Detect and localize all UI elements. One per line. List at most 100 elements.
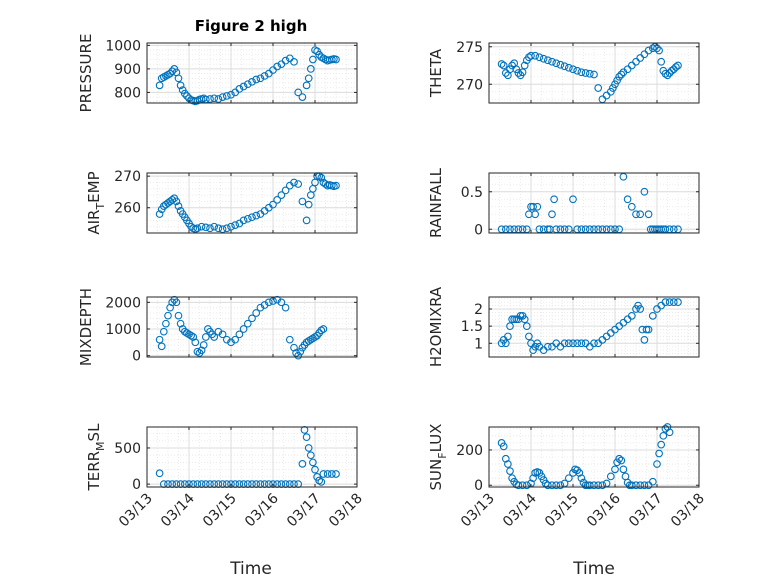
data-point: [632, 57, 640, 66]
data-point: [281, 56, 290, 65]
data-point: [210, 94, 219, 103]
axes-box: [146, 426, 358, 488]
data-point: [602, 91, 611, 100]
data-point: [669, 298, 678, 306]
y-tick-label: 0: [474, 478, 483, 494]
data-point: [197, 222, 206, 231]
data-point: [260, 72, 269, 80]
subplot-h2omixra: 11.52 H2OMIXRA: [427, 286, 700, 367]
x-axis-label-left: Time: [229, 559, 272, 579]
data-point: [657, 440, 666, 449]
x-axis-label-right: Time: [572, 559, 615, 579]
data-point: [499, 61, 508, 70]
data-point: [611, 465, 619, 474]
data-point: [569, 339, 577, 348]
data-point: [193, 347, 202, 356]
data-point: [159, 327, 168, 336]
x-tick-label: 03/13: [458, 491, 498, 531]
data-point: [665, 69, 674, 77]
data-point: [648, 312, 657, 320]
x-tick-label: 03/16: [584, 490, 624, 530]
data-point: [256, 74, 265, 83]
y-tick-label: 270: [114, 169, 141, 185]
data-point: [210, 222, 219, 231]
data-point: [187, 331, 195, 340]
x-tick-label: 03/17: [284, 491, 324, 531]
data-point: [550, 195, 558, 204]
data-point: [501, 339, 510, 348]
data-point: [174, 202, 183, 211]
data-point: [239, 216, 248, 225]
data-point: [201, 333, 210, 341]
data-point: [627, 61, 636, 70]
data-point: [636, 210, 645, 219]
data-point: [581, 481, 590, 490]
data-point: [623, 195, 632, 204]
data-point: [522, 481, 531, 490]
data-point: [613, 76, 621, 85]
data-point: [543, 56, 552, 65]
y-axis-label: RAINFALL: [427, 167, 445, 238]
data-point: [222, 92, 231, 100]
data-point: [193, 224, 202, 233]
data-point: [525, 332, 533, 341]
y-tick-label: 900: [114, 62, 141, 78]
y-axis-label: PRESSURE: [77, 34, 95, 113]
data-point: [627, 312, 636, 320]
data-point: [315, 476, 324, 485]
data-point: [285, 335, 294, 344]
data-point: [298, 460, 307, 468]
data-point: [514, 481, 523, 490]
data-point: [585, 481, 594, 490]
figure-title: Figure 2 high: [195, 17, 308, 35]
y-tick-label: 1.5: [461, 319, 483, 335]
data-point: [569, 195, 577, 204]
data-markers: [155, 172, 340, 234]
data-point: [155, 469, 164, 478]
axes-box: [146, 42, 358, 104]
data-point: [556, 60, 565, 69]
x-tick-label: 03/14: [500, 490, 540, 530]
data-point: [168, 67, 177, 76]
data-point: [252, 75, 261, 84]
data-point: [332, 181, 340, 190]
subplot-pressure: 800 900 1000 PRESSURE: [77, 34, 358, 113]
axes-box: [488, 426, 700, 488]
data-point: [294, 180, 303, 188]
data-point: [642, 325, 651, 334]
data-point: [632, 210, 640, 219]
data-point: [569, 65, 577, 74]
y-axis-label: MIXDEPTH: [77, 288, 95, 366]
data-markers: [497, 423, 674, 490]
y-tick-label: 0: [132, 349, 141, 365]
axes-box: [146, 296, 358, 358]
data-point: [277, 298, 286, 307]
data-point: [590, 481, 598, 490]
data-point: [640, 481, 649, 490]
x-tick-label: 03/17: [626, 491, 666, 531]
data-point: [564, 339, 573, 348]
data-point: [585, 69, 594, 78]
data-point: [157, 342, 166, 351]
data-point: [615, 72, 624, 81]
data-point: [609, 84, 617, 92]
data-point: [606, 87, 615, 96]
data-point: [243, 80, 252, 89]
data-point: [552, 59, 561, 68]
data-point: [309, 458, 317, 467]
data-point: [655, 46, 663, 55]
data-point: [319, 325, 328, 333]
data-point: [659, 431, 668, 440]
data-point: [172, 298, 181, 307]
data-point: [663, 71, 672, 80]
data-point: [248, 213, 256, 222]
data-point: [627, 481, 636, 490]
data-point: [520, 61, 529, 70]
data-point: [235, 330, 244, 339]
data-point: [518, 68, 527, 77]
data-point: [632, 481, 640, 490]
data-point: [155, 81, 164, 90]
data-point: [672, 63, 680, 71]
data-point: [168, 195, 177, 204]
